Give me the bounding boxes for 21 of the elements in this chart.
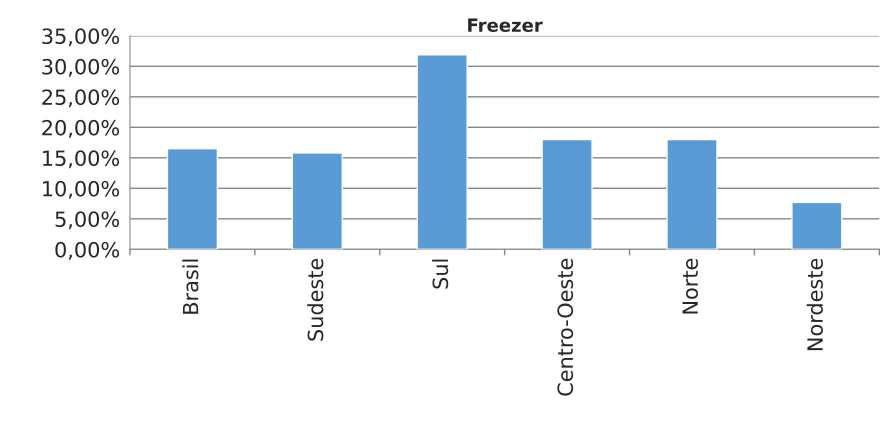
y-tick-label: 30,00% <box>42 58 120 77</box>
y-tick-label: 25,00% <box>42 89 120 108</box>
chart-title: Freezer <box>468 18 543 32</box>
y-tick-label: 5,00% <box>56 211 120 230</box>
x-tick-label: Sul <box>432 260 448 289</box>
x-tick-label: Centro-Oeste <box>557 258 574 396</box>
y-tick-label: 0,00% <box>55 242 120 260</box>
x-tick-label: Nordeste <box>806 258 823 350</box>
bar <box>666 138 718 250</box>
y-tick-label: 15,00% <box>43 150 120 168</box>
x-tick-label: Brasil <box>182 260 198 314</box>
x-tick-label: Norte <box>682 258 698 314</box>
x-tick-label: Sudeste <box>307 258 324 341</box>
bar <box>541 138 593 250</box>
bar <box>416 54 468 250</box>
y-tick-label: 35,00% <box>42 28 120 46</box>
bar <box>791 202 843 250</box>
y-tick-label: 10,00% <box>43 180 120 199</box>
bar <box>292 152 343 250</box>
y-tick-label: 20,00% <box>42 120 120 138</box>
bar <box>166 148 218 250</box>
